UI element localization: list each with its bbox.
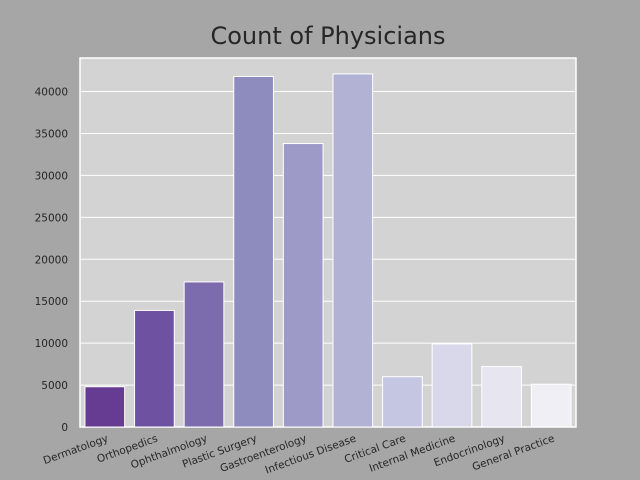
y-axis-ticks: 0 5000 10000 15000 20000 25000 30000 35000 40000 — [35, 87, 68, 434]
y-tick-label: 10000 — [35, 338, 68, 350]
y-tick-label: 15000 — [35, 296, 68, 308]
y-tick-label: 5000 — [41, 380, 68, 392]
bar-dermatology — [84, 386, 126, 428]
x-axis-ticks: DermatologyOrthopedicsOphthalmologyPlast… — [42, 433, 557, 477]
y-tick-label: 20000 — [35, 254, 68, 266]
bar-general-practice — [530, 383, 572, 428]
y-tick-label: 0 — [61, 422, 68, 434]
bar-gastroenterology — [282, 143, 324, 428]
chart-title: Count of Physicians — [210, 22, 445, 50]
bars — [84, 73, 572, 428]
y-tick-label: 25000 — [35, 212, 68, 224]
bar-endocrinology — [481, 366, 522, 428]
bar-orthopedics — [134, 309, 175, 428]
bar-infectious-disease — [332, 73, 374, 428]
bar-internal-medicine — [431, 343, 473, 428]
bar-plastic-surgery — [233, 75, 274, 428]
y-tick-label: 35000 — [35, 128, 68, 140]
y-tick-label: 30000 — [35, 170, 68, 182]
bar-critical-care — [382, 376, 423, 428]
y-tick-label: 40000 — [35, 87, 68, 99]
bar-ophthalmology — [183, 281, 225, 428]
